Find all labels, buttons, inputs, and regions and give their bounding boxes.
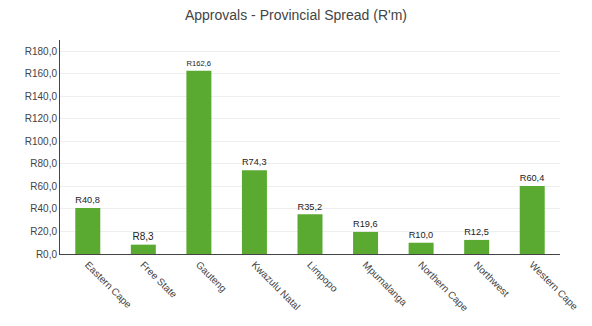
svg-text:Western Cape: Western Cape [527,259,580,312]
svg-text:R160,0: R160,0 [25,68,58,79]
svg-text:Free State: Free State [138,259,179,300]
svg-text:R10,0: R10,0 [409,230,434,240]
svg-text:Kwazulu Natal: Kwazulu Natal [249,259,302,312]
svg-text:Limpopo: Limpopo [305,259,340,294]
svg-text:Gauteng: Gauteng [194,259,229,294]
svg-text:Northwest: Northwest [472,259,512,299]
svg-text:R8,3: R8,3 [133,231,155,242]
svg-text:R120,0: R120,0 [25,113,58,124]
svg-text:R60,4: R60,4 [520,173,545,183]
svg-text:R140,0: R140,0 [25,91,58,102]
svg-text:R20,0: R20,0 [30,226,57,237]
svg-text:Approvals - Provincial Spread: Approvals - Provincial Spread (R'm) [185,7,407,23]
svg-text:R60,0: R60,0 [30,181,57,192]
svg-text:R80,0: R80,0 [30,158,57,169]
svg-text:Eastern Cape: Eastern Cape [83,259,134,310]
svg-text:R74,3: R74,3 [242,157,267,167]
svg-text:R180,0: R180,0 [25,46,58,57]
svg-text:R35,2: R35,2 [298,202,323,212]
svg-text:R19,6: R19,6 [353,219,378,229]
svg-text:R12,5: R12,5 [464,227,489,237]
svg-text:R40,0: R40,0 [30,203,57,214]
svg-text:Mpumalanga: Mpumalanga [361,259,410,308]
svg-text:Northern Cape: Northern Cape [416,259,470,313]
svg-text:R162,6: R162,6 [186,59,211,68]
svg-text:R100,0: R100,0 [25,136,58,147]
svg-text:R40,8: R40,8 [75,195,100,205]
svg-text:R0,0: R0,0 [36,249,58,260]
